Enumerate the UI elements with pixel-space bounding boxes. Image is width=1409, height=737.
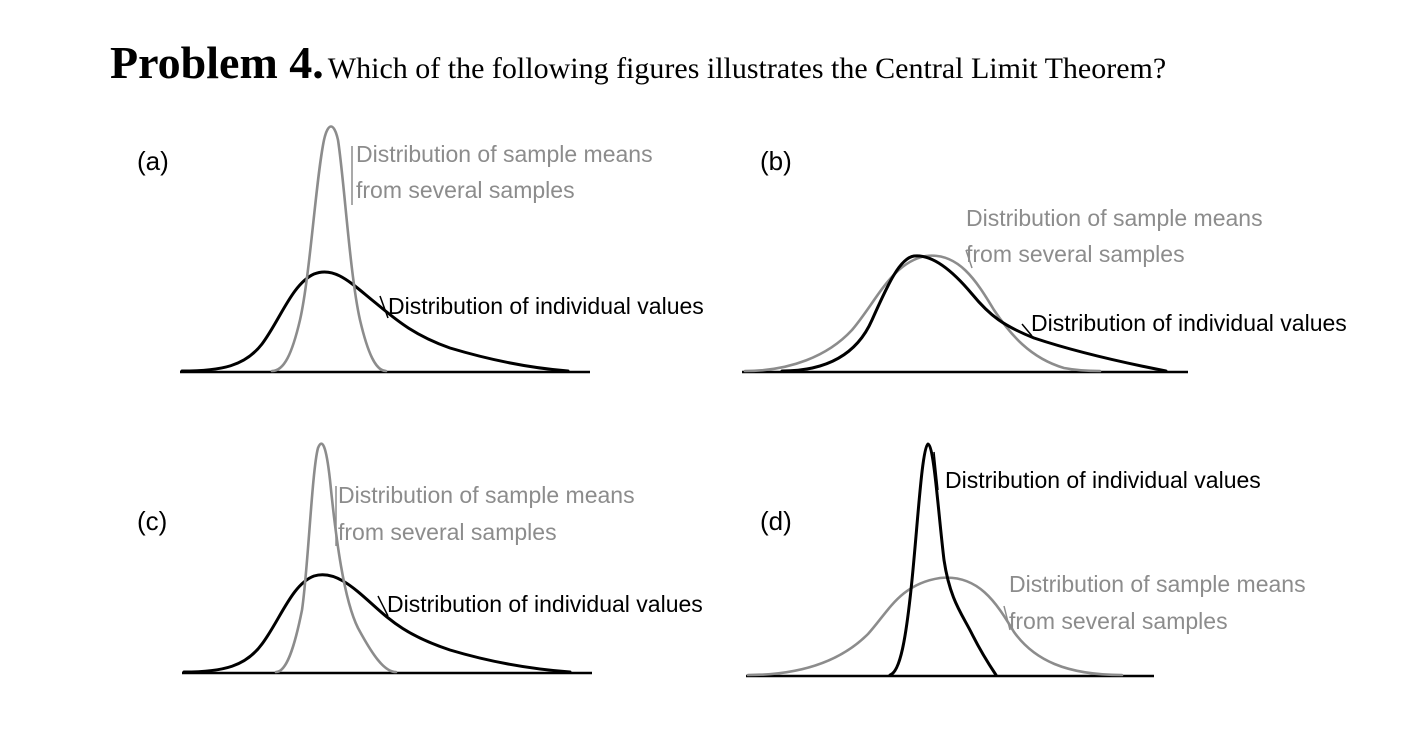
panel-d: (d) Distribution of individual values Di… xyxy=(746,442,1306,678)
panel-a-individual-label: Distribution of individual values xyxy=(388,293,704,319)
problem-number: Problem 4. xyxy=(110,37,324,88)
panel-b-individual-label: Distribution of individual values xyxy=(1031,310,1347,336)
panel-c-sample-means-label-line1: Distribution of sample means xyxy=(338,482,635,508)
panel-a-sample-means-curve xyxy=(270,125,388,373)
panel-c-sample-means-curve xyxy=(274,442,398,674)
panel-d-label: (d) xyxy=(760,506,792,536)
panel-c-label: (c) xyxy=(137,506,167,536)
panel-c: (c) Distribution of sample means from se… xyxy=(137,442,703,675)
panel-d-individual-leader xyxy=(933,451,939,491)
panel-a-individual-curve xyxy=(180,270,570,373)
panel-a-individual-leader xyxy=(379,295,389,319)
panel-d-individual-curve xyxy=(888,442,998,677)
panel-b-individual-leader xyxy=(1021,323,1033,337)
problem-question: Which of the following figures illustrat… xyxy=(327,52,1167,85)
panel-b-individual-curve xyxy=(780,254,1168,373)
panel-d-sample-means-label-line1: Distribution of sample means xyxy=(1009,571,1306,597)
panel-c-sample-means-label-line2: from several samples xyxy=(338,519,557,545)
panel-b-label: (b) xyxy=(760,146,792,176)
panel-a-sample-means-label-line1: Distribution of sample means xyxy=(356,141,653,167)
panel-b-sample-means-label-line2: from several samples xyxy=(966,241,1185,267)
panel-d-sample-means-curve xyxy=(746,576,1124,677)
panel-a-sample-means-label-line2: from several samples xyxy=(356,177,575,203)
problem-heading: Problem 4. Which of the following figure… xyxy=(110,36,1166,89)
panel-d-sample-means-leader xyxy=(1003,605,1011,631)
panel-b: (b) Distribution of sample means from se… xyxy=(742,146,1347,374)
panel-a: (a) Distribution of sample means from se… xyxy=(137,125,704,374)
panel-c-individual-curve xyxy=(182,573,572,674)
panel-a-label: (a) xyxy=(137,146,169,176)
panel-d-individual-label: Distribution of individual values xyxy=(945,467,1261,493)
panel-b-sample-means-curve xyxy=(743,254,1102,373)
panel-c-individual-leader xyxy=(377,595,389,617)
panel-c-individual-label: Distribution of individual values xyxy=(387,591,703,617)
panel-b-sample-means-leader xyxy=(965,249,973,269)
panel-b-sample-means-label-line1: Distribution of sample means xyxy=(966,205,1263,231)
panel-d-sample-means-label-line2: from several samples xyxy=(1009,608,1228,634)
